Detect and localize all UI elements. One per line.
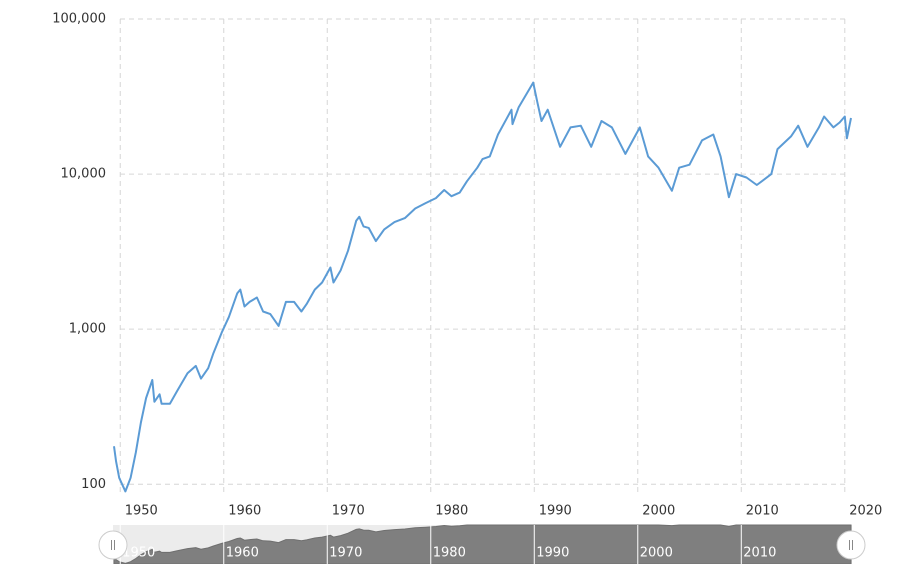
navigator-label: 1970 (329, 546, 362, 561)
x-tick-label: 2020 (849, 504, 882, 519)
y-tick-label: 1,000 (69, 322, 106, 337)
x-tick-label: 1990 (539, 504, 572, 519)
navigator-handle[interactable] (836, 530, 866, 560)
x-tick-label: 1960 (228, 504, 261, 519)
navigator-label: 1990 (536, 546, 569, 561)
x-tick-label: 1970 (332, 504, 365, 519)
x-tick-label: 1950 (125, 504, 158, 519)
y-tick-label: 100,000 (52, 12, 106, 27)
navigator-label: 1980 (433, 546, 466, 561)
navigator-handle[interactable] (98, 530, 128, 560)
navigator-label: 1960 (226, 546, 259, 561)
navigator-label: 2010 (743, 546, 776, 561)
y-tick-label: 100 (81, 477, 106, 492)
x-tick-label: 2000 (642, 504, 675, 519)
navigator-label: 1950 (122, 546, 155, 561)
x-tick-label: 2010 (746, 504, 779, 519)
price-line (113, 81, 852, 493)
y-tick-label: 10,000 (61, 167, 107, 182)
navigator-label: 2000 (640, 546, 673, 561)
x-tick-label: 1980 (435, 504, 468, 519)
